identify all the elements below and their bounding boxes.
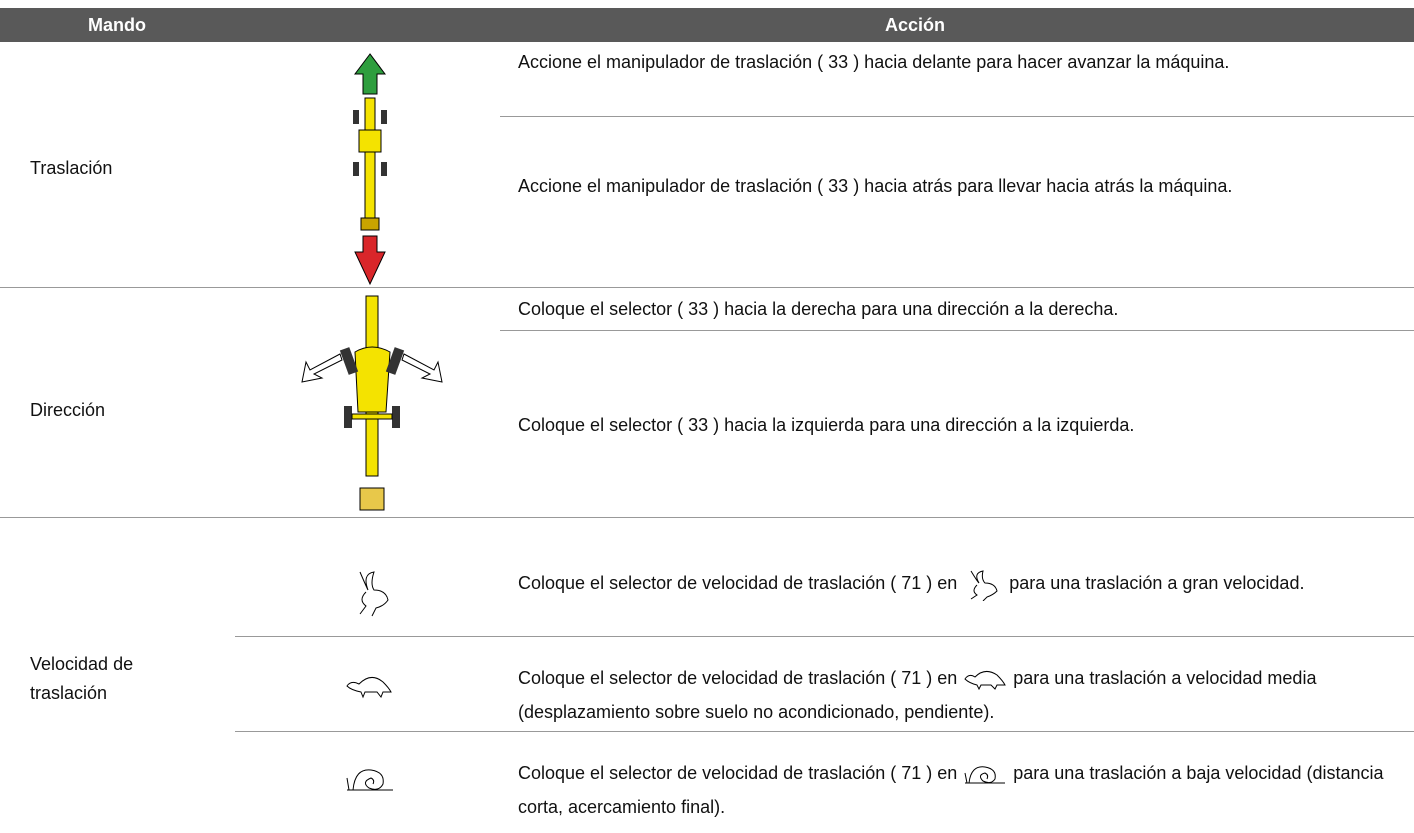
rabbit-icon [970, 570, 998, 602]
snail-icon [964, 766, 1006, 784]
action-text-end: para una traslación a baja velocidad (di… [518, 763, 1384, 817]
header-mando: Mando [88, 15, 146, 35]
turtle-icon [964, 671, 1007, 691]
action-text: Coloque el selector de velocidad de tras… [518, 661, 1408, 729]
header-accion: Acción [885, 15, 946, 35]
action-text-start: Coloque el selector de velocidad de tras… [518, 573, 958, 593]
action-text: Coloque el selector ( 33 ) hacia la izqu… [518, 415, 1135, 435]
divider [235, 636, 1414, 637]
action-text-start: Coloque el selector de velocidad de tras… [518, 763, 958, 783]
action-text: Coloque el selector de velocidad de tras… [518, 756, 1408, 824]
divider [500, 116, 1414, 117]
divider [0, 287, 1414, 288]
table-header: Mando Acción [0, 8, 1414, 42]
action-text-end: para una traslación a velocidad media (d… [518, 668, 1317, 722]
snail-icon [346, 769, 393, 791]
divider [0, 517, 1414, 518]
row-label: Velocidad de traslación [30, 654, 134, 703]
divider [235, 731, 1414, 732]
action-text: Coloque el selector de velocidad de tras… [518, 566, 1408, 602]
action-text-end: para una traslación a gran velocidad. [1009, 573, 1305, 593]
action-text-start: Coloque el selector de velocidad de tras… [518, 668, 958, 688]
machine-icon [353, 53, 387, 286]
turtle-icon [346, 677, 392, 699]
action-text: Accione el manipulador de traslación ( 3… [518, 52, 1230, 72]
row-label: Traslación [30, 158, 113, 178]
row-label: Dirección [30, 400, 106, 420]
divider [500, 330, 1414, 331]
action-text: Coloque el selector ( 33 ) hacia la dere… [518, 299, 1119, 319]
steering-icon [301, 295, 443, 511]
action-text: Accione el manipulador de traslación ( 3… [518, 176, 1233, 196]
rabbit-icon [359, 571, 389, 617]
